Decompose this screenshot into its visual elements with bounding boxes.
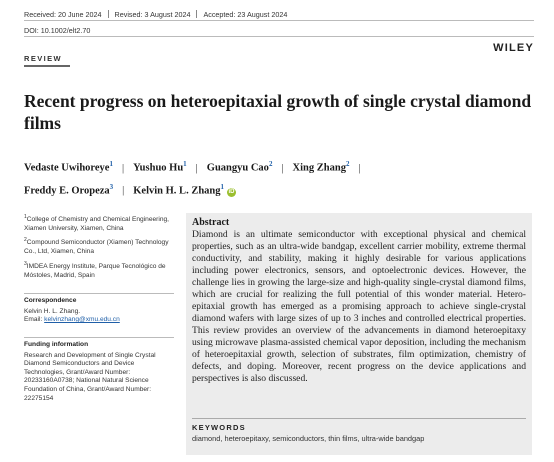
received-date: Received: 20 June 2024	[24, 10, 102, 19]
abstract-box	[186, 213, 532, 455]
email-link[interactable]: kelvinzhang@xmu.edu.cn	[44, 316, 120, 324]
correspondence-name: Kelvin H. L. Zhang.	[24, 307, 81, 315]
affiliations: 1College of Chemistry and Chemical Engin…	[24, 213, 174, 280]
header-divider	[24, 20, 534, 21]
affiliation-ref[interactable]: 2	[268, 160, 273, 168]
doi-divider	[24, 36, 534, 37]
correspondence-section: Correspondence Kelvin H. L. Zhang. Email…	[24, 293, 174, 325]
affiliation-ref[interactable]: 3	[109, 182, 114, 191]
affiliation-item: 3IMDEA Energy Institute, Parque Tecnológ…	[24, 260, 166, 279]
author-name[interactable]: Xing Zhang	[292, 162, 346, 174]
abstract-text: Diamond is an ultimate semiconductor wit…	[192, 229, 526, 384]
correspondence-heading: Correspondence	[24, 297, 77, 304]
keywords-heading: KEYWORDS	[192, 423, 246, 432]
correspondence-email-line: Email: kelvinzhang@xmu.edu.cn	[24, 316, 120, 324]
affiliation-ref[interactable]: 1	[183, 160, 187, 168]
paper-title: Recent progress on heteroepitaxial growt…	[24, 91, 532, 133]
keywords-divider	[192, 418, 526, 419]
author-name[interactable]: Guangyu Cao	[206, 162, 269, 174]
article-type: REVIEW	[24, 54, 62, 63]
funding-text: Research and Development of Single Cryst…	[24, 351, 156, 402]
author-name[interactable]: Yushuo Hu	[133, 162, 184, 174]
affiliation-ref[interactable]: 1	[109, 160, 113, 168]
abstract-heading: Abstract	[192, 217, 230, 228]
affiliation-item: 2Compound Semiconductor (Xiamen) Technol…	[24, 237, 169, 256]
accepted-date: Accepted: 23 August 2024	[203, 10, 288, 19]
revised-date: Revised: 3 August 2024	[114, 10, 191, 19]
keywords-text: diamond, heteroepitaxy, semiconductors, …	[192, 434, 425, 443]
author-name[interactable]: Freddy E. Oropeza	[24, 185, 110, 196]
funding-section: Funding information Research and Develop…	[24, 337, 174, 403]
author-list: Vedaste Uwihoreye1 | Yushuo Hu1 | Guangyu Ca…	[24, 160, 361, 197]
section-divider	[24, 293, 174, 294]
publisher-logo: WILEY	[493, 42, 534, 54]
author-name[interactable]: Vedaste Uwihoreye	[24, 162, 110, 174]
affiliation-ref[interactable]: 2	[345, 160, 350, 168]
funding-heading: Funding information	[24, 341, 89, 348]
doi[interactable]: DOI: 10.1002/elt2.70	[24, 26, 91, 35]
author-name[interactable]: Kelvin H. L. Zhang	[133, 185, 221, 196]
article-type-underline	[24, 65, 70, 67]
affiliation-item: 1College of Chemistry and Chemical Engin…	[24, 214, 169, 232]
section-divider	[24, 337, 174, 338]
orcid-icon[interactable]: iD	[227, 188, 236, 197]
affiliation-ref[interactable]: 1	[220, 182, 225, 191]
article-dates: Received: 20 June 2024 Revised: 3 August …	[24, 10, 287, 19]
